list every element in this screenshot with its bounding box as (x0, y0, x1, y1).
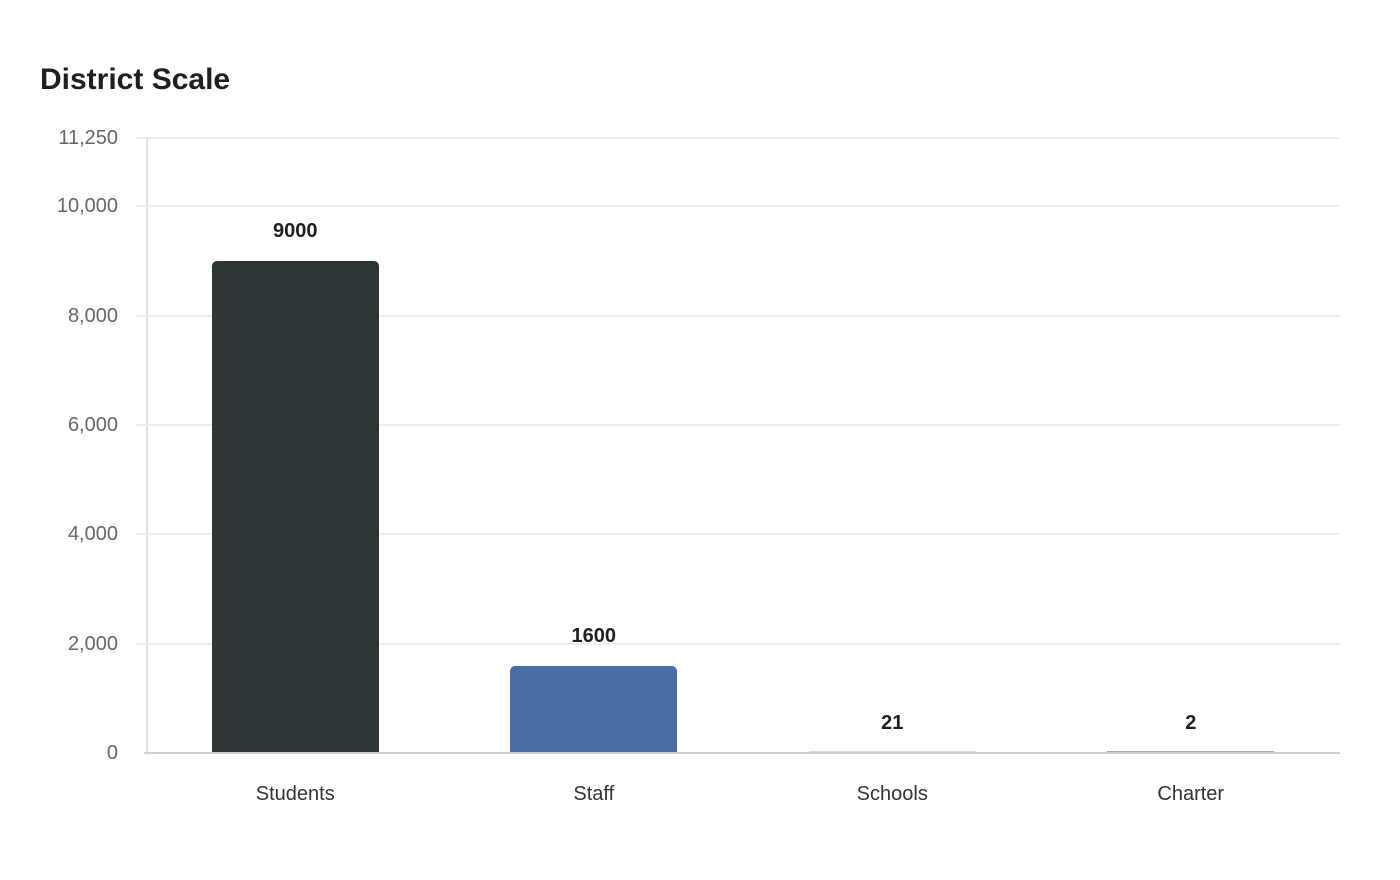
data-label: 1600 (571, 624, 617, 647)
y-tick-label: 11,250 (58, 127, 118, 149)
gridline (136, 137, 1340, 139)
y-tick-label: 6,000 (67, 414, 118, 436)
chart-title: District Scale (40, 63, 231, 96)
y-tick-label: 4,000 (67, 523, 118, 546)
bar-staff[interactable] (510, 665, 678, 753)
x-tick-label: Charter (1157, 783, 1225, 805)
y-tick-label: 2,000 (67, 632, 118, 655)
y-tick-label: 10,000 (56, 195, 118, 218)
gridline (136, 314, 1340, 317)
y-tick-label: 0 (106, 742, 118, 764)
x-tick-label: Students (255, 783, 335, 805)
bar-students[interactable] (211, 261, 379, 753)
gridline (136, 424, 1340, 426)
x-axis-line (144, 752, 1340, 754)
data-label: 2 (1185, 712, 1197, 734)
gridline (136, 642, 1340, 645)
gridline (136, 533, 1340, 536)
gridline (136, 205, 1340, 208)
data-label: 9000 (273, 220, 318, 242)
x-tick-label: Schools (856, 783, 928, 805)
y-axis-line (146, 138, 148, 755)
plot-area: 0 2,000 4,000 6,000 8,000 10,000 11,250 9000 Stu… (57, 128, 1340, 805)
data-label: 21 (881, 712, 904, 734)
x-tick-label: Staff (573, 783, 615, 805)
y-tick-label: 8,000 (67, 304, 118, 327)
